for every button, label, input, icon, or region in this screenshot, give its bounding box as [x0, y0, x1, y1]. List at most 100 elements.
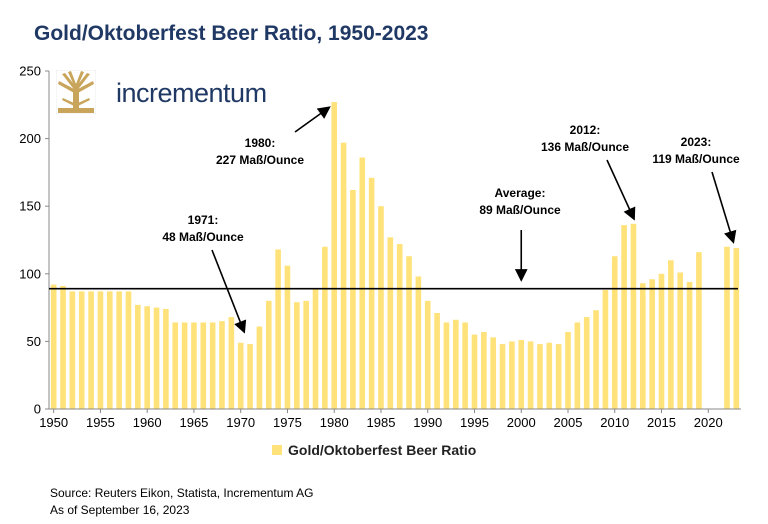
bar-1972 [256, 326, 263, 409]
bar-1992 [443, 322, 450, 409]
y-tick-label-0: 0 [34, 402, 41, 417]
bar-1963 [172, 322, 179, 409]
bar-2014 [649, 279, 655, 409]
arrow-2012 [606, 159, 636, 221]
arrow-1971 [211, 249, 247, 334]
annotation-average: Average: 89 Maß/Ounce [465, 185, 575, 219]
bar-1993 [452, 319, 459, 409]
bar-2002 [537, 344, 543, 409]
x-tick-label-1950: 1950 [39, 415, 68, 430]
bar-1985 [378, 206, 384, 409]
bar-1952 [69, 291, 76, 409]
x-tick-label-1975: 1975 [273, 415, 302, 430]
bar-2007 [583, 317, 590, 409]
bar-2009 [602, 290, 609, 409]
bar-chart: 0 50 100 150 200 250 1950 1955 1960 1965 1970 1975 1… [19, 64, 741, 430]
bar-1996 [481, 331, 487, 409]
bar-1961 [153, 307, 160, 409]
bar-1959 [135, 304, 141, 409]
date-text: As of September 16, 2023 [50, 503, 190, 517]
source-text: Source: Reuters Eikon, Statista, Increme… [50, 486, 314, 500]
bar-2008 [593, 310, 599, 409]
bar-1966 [200, 322, 207, 409]
bar-1976 [294, 302, 300, 409]
bar-1989 [415, 276, 422, 409]
bar-2006 [574, 322, 581, 409]
bar-1970 [237, 342, 244, 409]
bar-1968 [219, 321, 225, 409]
bar-1951 [60, 285, 66, 409]
x-tick-label-1970: 1970 [226, 415, 255, 430]
bar-1965 [191, 322, 197, 409]
axes-group: 0 50 100 150 200 250 1950 1955 1960 1965 1970 1975 1… [19, 64, 741, 430]
bar-1991 [434, 313, 440, 409]
bar-1988 [406, 256, 412, 409]
bar-2000 [518, 340, 525, 409]
bar-2023 [733, 248, 740, 409]
bar-1958 [125, 291, 132, 409]
bar-2004 [555, 344, 562, 409]
bar-2022 [724, 246, 730, 409]
bar-1980 [331, 102, 338, 409]
bar-1975 [284, 265, 291, 409]
chart-title: Gold/Oktoberfest Beer Ratio, 1950-2023 [34, 22, 429, 45]
brand-name: incrementum [116, 78, 267, 108]
bar-2011 [621, 225, 627, 409]
bar-2016 [668, 260, 674, 409]
x-tick-label-1990: 1990 [413, 415, 442, 430]
y-tick-label-50: 50 [27, 334, 41, 349]
bar-2018 [686, 281, 693, 409]
x-tick-label-2005: 2005 [554, 415, 583, 430]
x-tick-label-1960: 1960 [133, 415, 162, 430]
x-tick-label-1955: 1955 [86, 415, 115, 430]
x-tick-label-2020: 2020 [694, 415, 723, 430]
bar-1957 [116, 291, 122, 409]
annotation-2012: 2012: 136 Maß/Ounce [530, 122, 640, 156]
y-tick-label-150: 150 [19, 199, 41, 214]
y-tick-label-250: 250 [19, 64, 41, 79]
x-tick-label-1995: 1995 [460, 415, 489, 430]
x-tick-label-1985: 1985 [367, 415, 396, 430]
annotation-1980: 1980: 227 Maß/Ounce [205, 135, 315, 169]
bar-1981 [340, 142, 347, 409]
annotation-1980-line1: 1980: [244, 136, 276, 150]
bar-1995 [471, 334, 478, 409]
annotation-2023-line1: 2023: [680, 135, 712, 149]
x-tick-label-2000: 2000 [507, 415, 536, 430]
y-tick-label-200: 200 [19, 131, 41, 146]
bar-1999 [509, 341, 515, 409]
bar-1974 [275, 249, 281, 409]
annotation-1980-line2: 227 Maß/Ounce [215, 153, 305, 167]
tree-logo-icon [56, 70, 96, 114]
bars-group [50, 102, 740, 409]
bar-1969 [228, 317, 235, 409]
bar-1971 [247, 344, 253, 409]
legend: Gold/Oktoberfest Beer Ratio [272, 442, 476, 458]
bar-1956 [106, 291, 113, 409]
bar-1990 [424, 300, 431, 409]
arrow-1980 [294, 106, 331, 133]
annotation-1971: 1971: 48 Maß/Ounce [148, 212, 258, 246]
bar-2005 [565, 331, 571, 409]
legend-swatch [272, 445, 282, 455]
bar-1994 [462, 322, 468, 409]
bar-1983 [359, 157, 366, 409]
bar-1979 [322, 246, 328, 409]
bar-1997 [490, 337, 496, 409]
legend-label: Gold/Oktoberfest Beer Ratio [288, 442, 477, 458]
bar-2010 [611, 256, 618, 409]
bar-1964 [181, 322, 188, 409]
annotation-average-line2: 89 Maß/Ounce [479, 203, 561, 217]
bar-2013 [640, 283, 646, 409]
bar-1986 [387, 237, 394, 409]
bar-1973 [265, 300, 272, 409]
x-tick-label-2010: 2010 [600, 415, 629, 430]
annotation-2012-line1: 2012: [569, 123, 601, 137]
bar-1998 [499, 344, 506, 409]
bar-1962 [163, 308, 169, 409]
x-tick-label-1980: 1980 [320, 415, 349, 430]
y-tick-label-100: 100 [19, 266, 41, 281]
annotation-arrows [211, 106, 737, 334]
annotation-1971-line2: 48 Maß/Ounce [162, 230, 244, 244]
bar-2012 [630, 223, 637, 409]
